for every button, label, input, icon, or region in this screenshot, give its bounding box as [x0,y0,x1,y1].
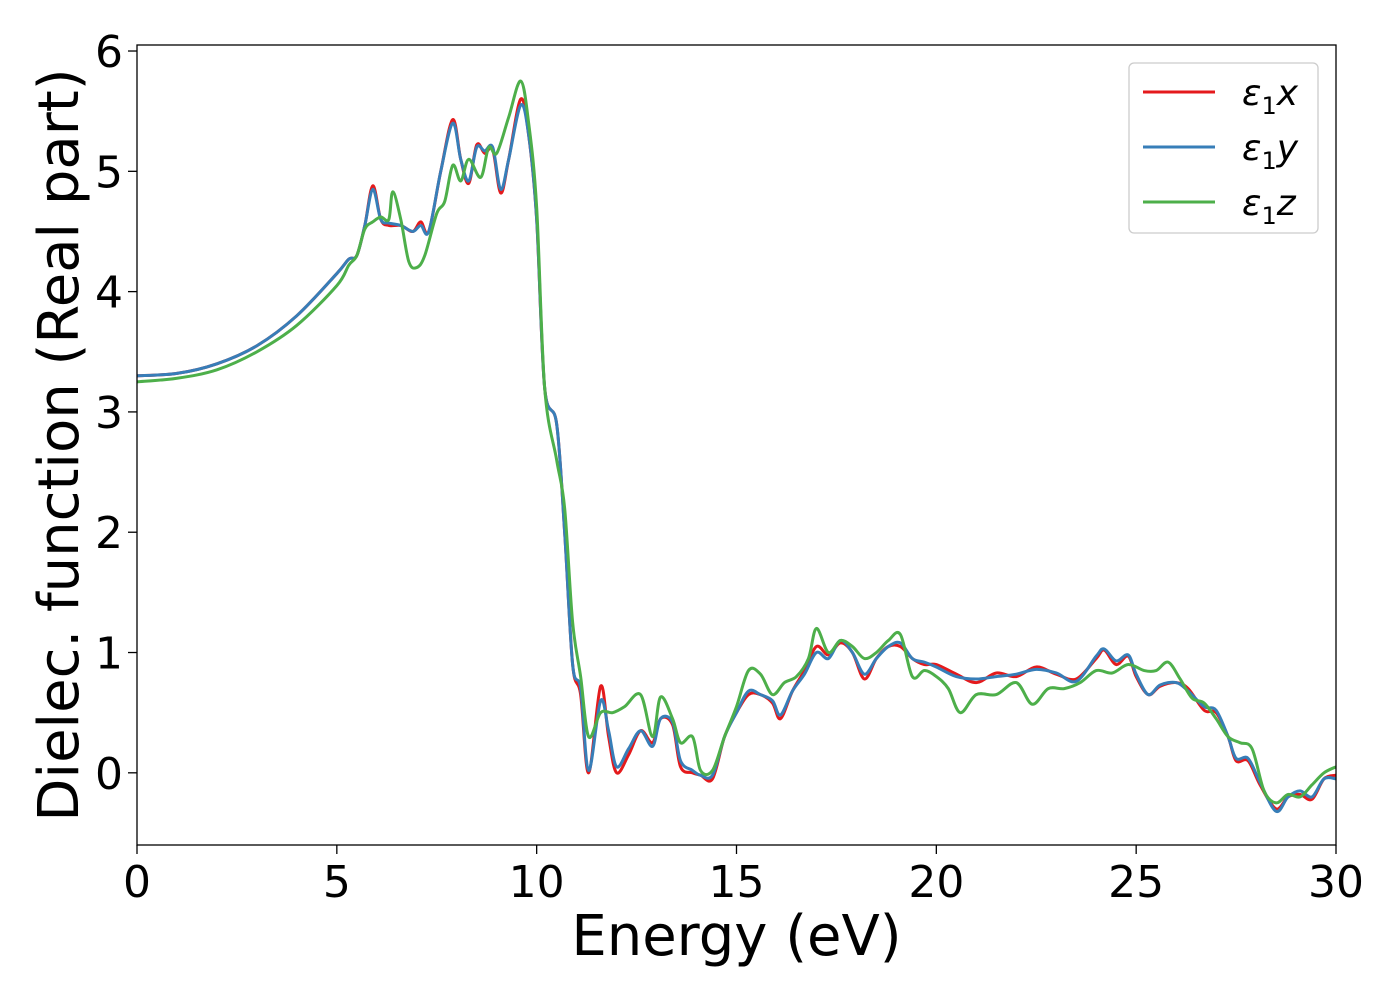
y-tick-label: 1 [95,629,123,680]
x-tick-label: 10 [509,857,565,908]
x-tick-label: 25 [1108,857,1164,908]
x-tick-label: 30 [1308,857,1364,908]
x-tick-label: 20 [908,857,964,908]
x-axis-label: Energy (eV) [571,904,901,969]
x-tick-label: 15 [709,857,765,908]
series-line-z [137,79,1336,805]
y-tick-label: 0 [95,749,123,800]
series-line-y [137,103,1336,814]
y-tick-label: 6 [95,27,123,78]
legend-box [1128,62,1319,234]
legend-label-z: ε1z [1242,183,1297,230]
x-tick-label: 0 [123,857,151,908]
y-axis: 0 1 2 3 4 5 6 [95,27,137,800]
legend: ε1x ε1y ε1z [1128,62,1319,234]
y-tick-label: 2 [95,508,123,559]
series-layer [137,79,1336,814]
x-axis: 0 5 10 15 20 25 30 [123,845,1364,908]
y-axis-label: Dielec. function (Real part) [27,68,92,821]
y-tick-label: 3 [95,388,123,439]
legend-label-y: ε1y [1242,128,1299,175]
legend-label-x: ε1x [1242,73,1299,120]
x-tick-label: 5 [323,857,351,908]
y-tick-label: 4 [95,268,123,319]
y-tick-label: 5 [95,147,123,198]
